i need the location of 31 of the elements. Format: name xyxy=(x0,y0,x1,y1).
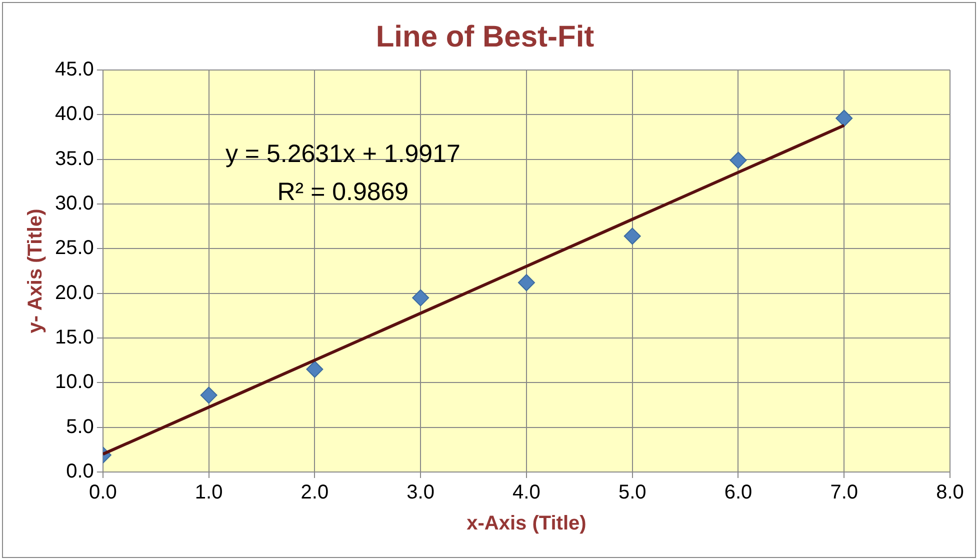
point xyxy=(836,110,853,127)
x-tick-label: 5.0 xyxy=(618,482,646,504)
y-tick-label: 0.0 xyxy=(66,460,94,483)
y-tick-label: 25.0 xyxy=(54,237,94,260)
y-tick-label: 5.0 xyxy=(66,416,94,438)
annotation: y = 5.2631x + 1.9917 xyxy=(225,140,460,168)
y-tick-label: 30.0 xyxy=(54,192,94,215)
x-tick-label: 4.0 xyxy=(512,482,540,504)
y-tick-label: 15.0 xyxy=(54,326,94,349)
y-tick-label: 20.0 xyxy=(54,282,94,304)
y-tick-label: 40.0 xyxy=(54,103,94,126)
x-tick-label: 8.0 xyxy=(936,482,964,504)
y-tick-label: 35.0 xyxy=(54,148,94,170)
point xyxy=(412,289,430,306)
x-axis-title: x-Axis (Title) xyxy=(466,512,586,535)
x-tick-label: 3.0 xyxy=(406,482,434,504)
point xyxy=(624,228,641,245)
point xyxy=(200,386,218,404)
point xyxy=(306,360,324,378)
x-tick-label: 1.0 xyxy=(194,482,223,504)
chart-title: Line of Best-Fit xyxy=(376,20,594,54)
x-tick-label: 7.0 xyxy=(830,482,858,504)
y-tick-label: 45.0 xyxy=(54,58,94,81)
y-tick-label: 10.0 xyxy=(54,371,94,394)
point xyxy=(518,274,535,292)
annotation: R² = 0.9869 xyxy=(277,178,409,206)
y-axis-title: y- Axis (Title) xyxy=(24,208,47,334)
x-tick-label: 0.0 xyxy=(89,482,117,504)
x-tick-label: 2.0 xyxy=(300,482,329,504)
point xyxy=(730,152,747,169)
x-tick-label: 6.0 xyxy=(724,482,752,504)
